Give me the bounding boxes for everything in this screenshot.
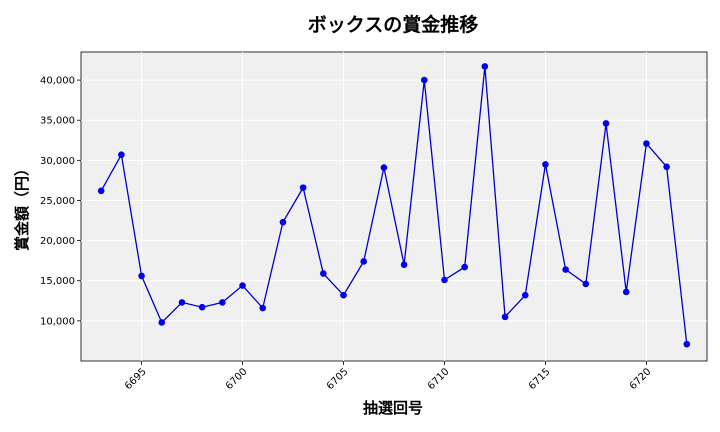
x-tick-label: 6705 [325,366,351,392]
x-tick-label: 6715 [527,366,553,392]
data-point [360,258,368,265]
data-point [380,164,388,171]
data-point [562,266,569,273]
data-point [219,299,226,306]
data-point [259,304,267,312]
data-point [198,303,206,311]
data-point [320,270,327,277]
x-axis-label: 抽選回号 [363,399,423,417]
series-points [97,63,691,348]
data-point [400,261,408,268]
data-point [461,263,468,271]
plot-area [80,51,708,362]
x-tick-label: 6695 [123,366,149,392]
data-point [441,276,448,284]
data-point [158,319,166,326]
x-tick-label: 6720 [628,366,654,392]
data-point [97,187,105,195]
data-point [602,120,610,127]
y-tick-label: 25,000 [40,196,75,207]
data-point [178,299,186,306]
y-axis-label: 賞金額（円） [13,161,31,251]
data-point [582,280,590,288]
chart-title: ボックスの賞金推移 [308,13,478,36]
y-tick-label: 40,000 [40,76,75,87]
data-point [279,218,287,226]
data-point [340,291,347,299]
data-point [521,291,529,299]
x-tick-label: 6700 [224,366,250,392]
y-tick-label: 10,000 [40,316,75,327]
data-point [622,288,630,296]
y-tick-label: 20,000 [40,236,75,247]
x-axis: 6695 6700 6705 6710 6715 6720 [123,361,654,392]
data-point [420,76,428,84]
series-line [100,66,688,345]
data-point [239,282,246,289]
y-tick-label: 15,000 [40,276,75,287]
data-point [542,161,549,168]
data-point [138,272,145,280]
data-point [299,184,307,191]
data-point [683,340,691,348]
data-point [501,313,509,321]
data-point [663,163,670,171]
data-point [118,151,125,159]
x-tick-label: 6710 [426,366,452,392]
data-point [643,140,650,147]
y-tick-label: 35,000 [40,116,75,127]
y-tick-label: 30,000 [40,156,75,167]
y-axis: 10,000 15,000 20,000 25,000 30,000 35,000 40,0… [40,76,81,327]
data-point [481,63,489,70]
grid-lines [81,52,707,361]
